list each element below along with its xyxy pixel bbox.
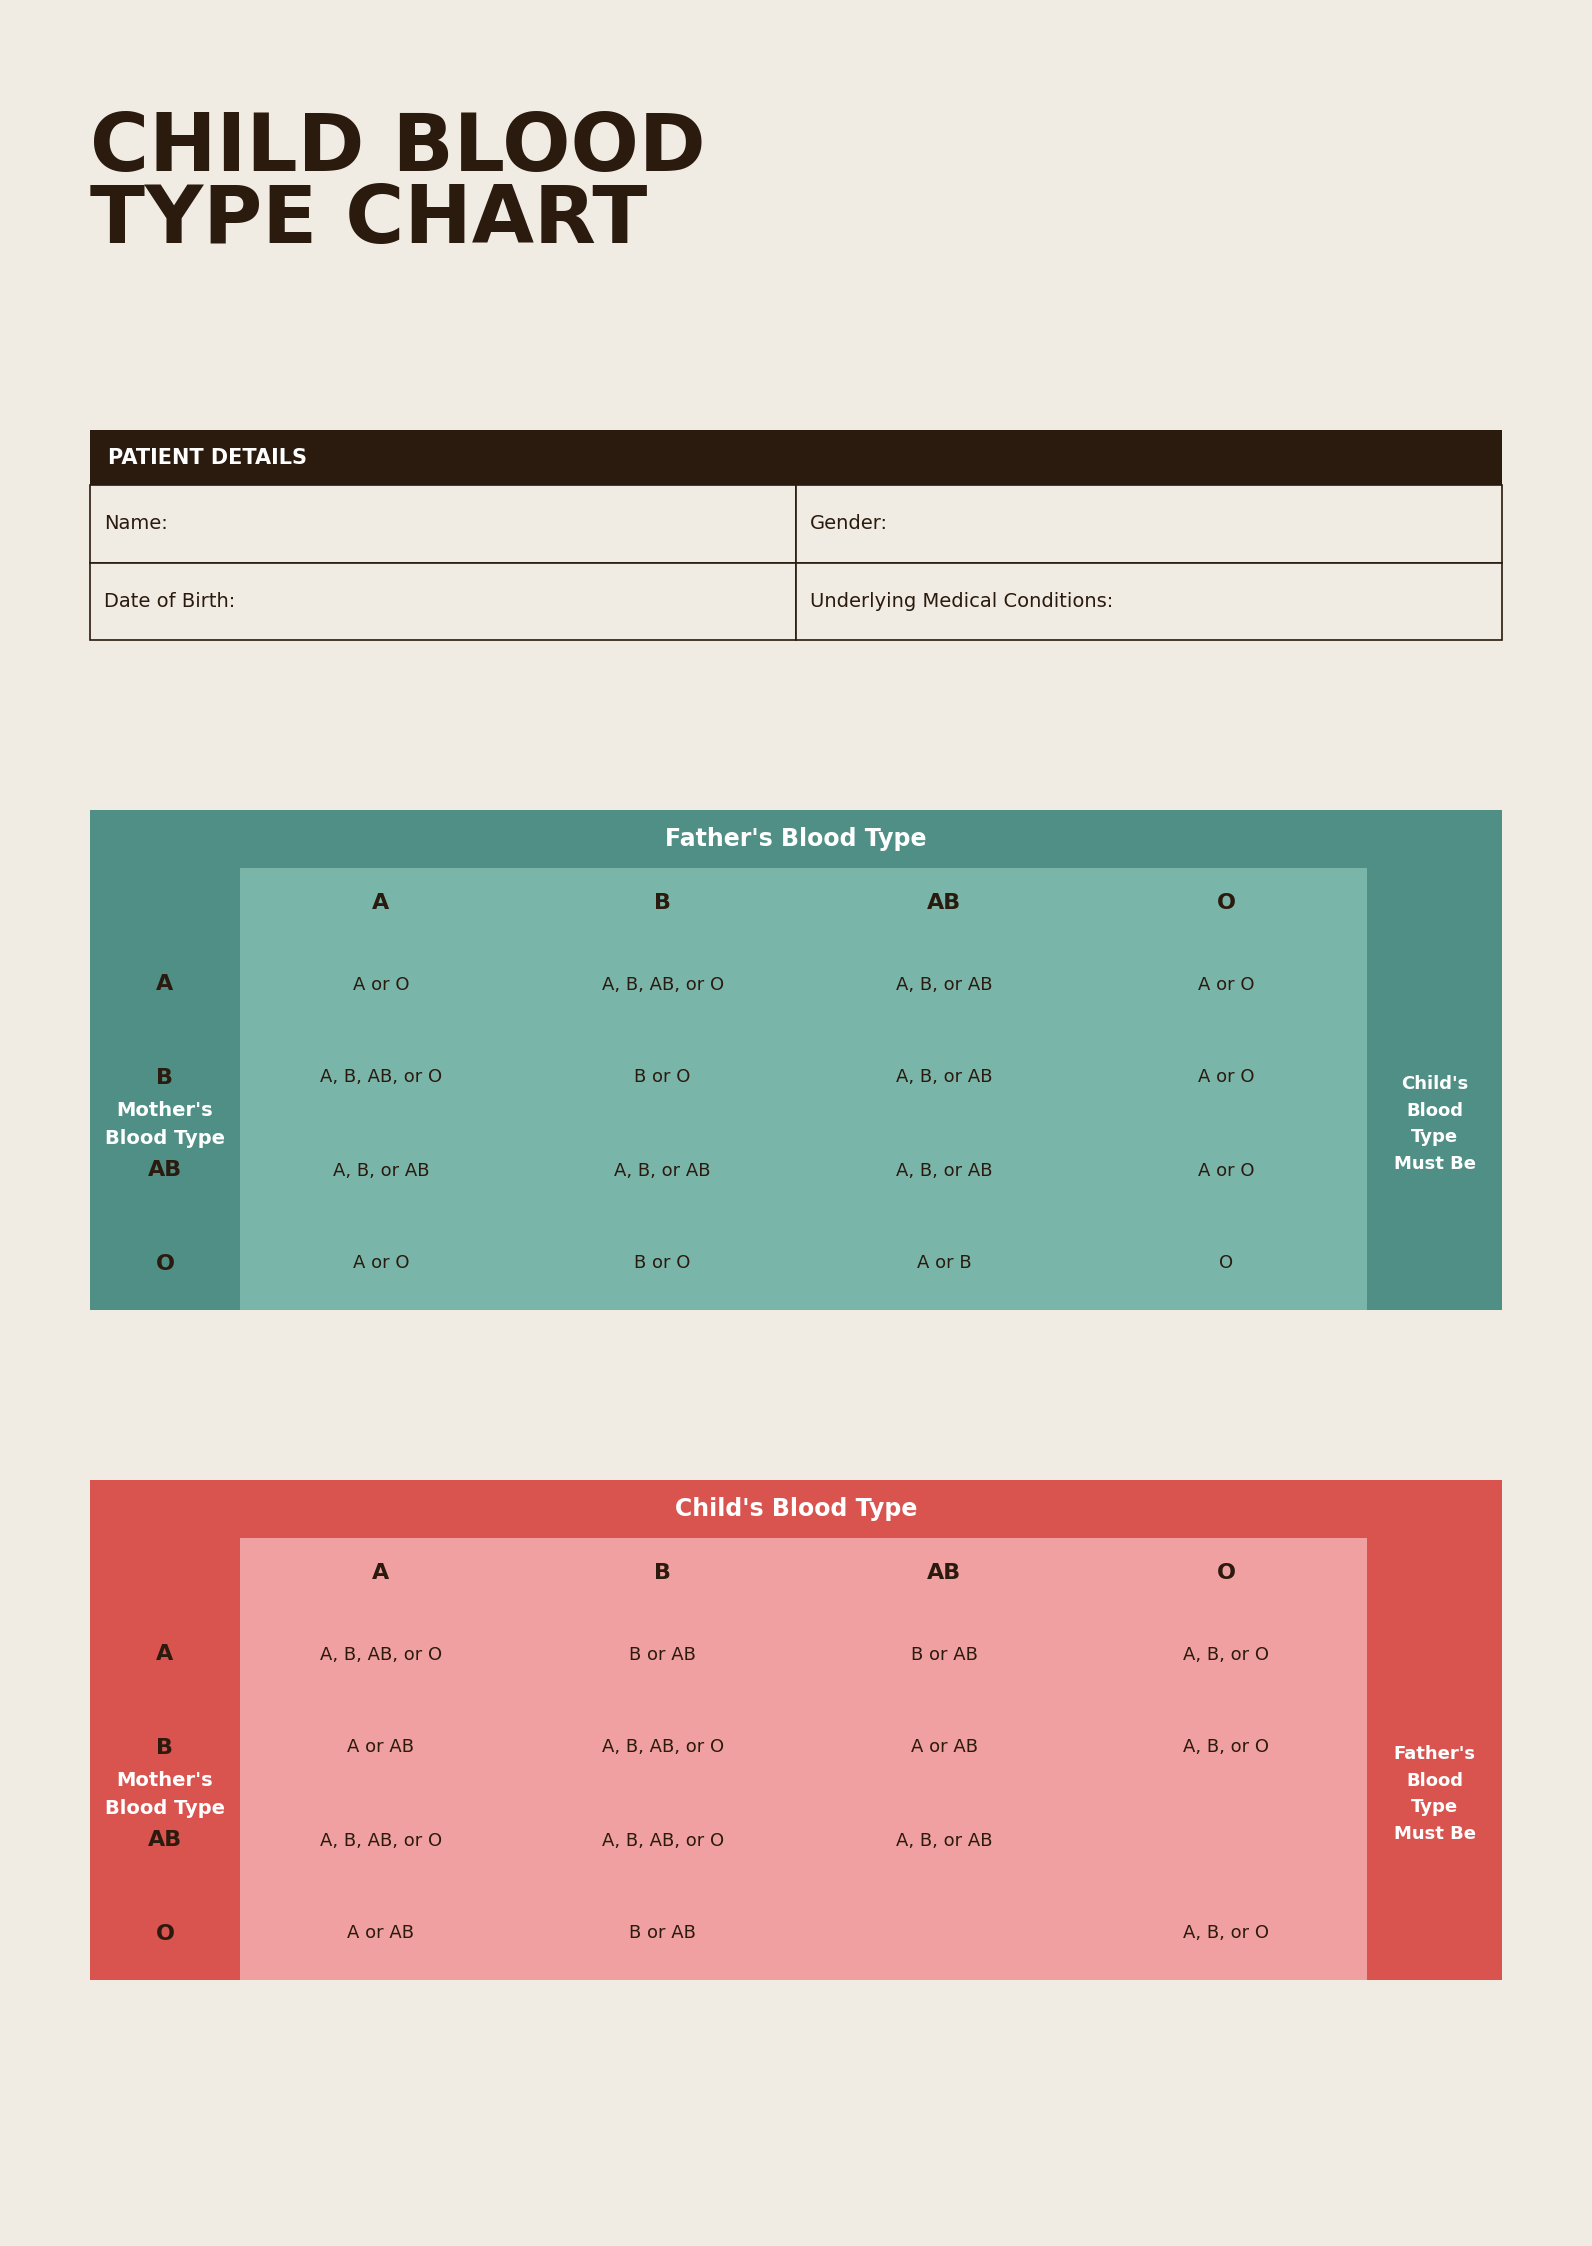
Bar	[91, 562, 796, 640]
Text: AB: AB	[927, 1563, 962, 1583]
Bar	[91, 1480, 1501, 1539]
Bar	[91, 939, 240, 1309]
Text: A or O: A or O	[1197, 1161, 1254, 1179]
Text: B or O: B or O	[635, 1256, 691, 1273]
Text: A, B, AB, or O: A, B, AB, or O	[602, 1830, 724, 1848]
Text: A, B, or AB: A, B, or AB	[896, 1069, 993, 1087]
Text: A, B, AB, or O: A, B, AB, or O	[320, 1830, 443, 1848]
Text: A or B: A or B	[917, 1256, 971, 1273]
Text: A or O: A or O	[352, 975, 409, 993]
Text: A or AB: A or AB	[347, 1738, 414, 1756]
Text: B: B	[654, 894, 672, 914]
Bar	[91, 429, 1501, 485]
Text: A, B, AB, or O: A, B, AB, or O	[320, 1646, 443, 1664]
Text: Gender:: Gender:	[810, 514, 888, 532]
Text: O: O	[1216, 894, 1235, 914]
Text: PATIENT DETAILS: PATIENT DETAILS	[108, 447, 307, 467]
Bar	[91, 485, 796, 562]
Text: AB: AB	[148, 1830, 181, 1851]
Text: Underlying Medical Conditions:: Underlying Medical Conditions:	[810, 591, 1113, 611]
Text: A, B, or AB: A, B, or AB	[896, 975, 993, 993]
Bar	[796, 485, 1501, 562]
Text: O: O	[156, 1253, 175, 1273]
Text: B or AB: B or AB	[629, 1646, 696, 1664]
Text: A, B, or O: A, B, or O	[1183, 1925, 1269, 1943]
Text: Child's
Blood
Type
Must Be: Child's Blood Type Must Be	[1393, 1076, 1476, 1172]
Bar	[796, 562, 1501, 640]
Bar	[240, 1539, 1368, 1981]
Text: Mother's
Blood Type: Mother's Blood Type	[105, 1101, 224, 1148]
Text: B: B	[156, 1067, 174, 1087]
Text: A: A	[156, 975, 174, 995]
Text: AB: AB	[927, 894, 962, 914]
Bar	[240, 867, 1368, 1309]
Text: A or AB: A or AB	[347, 1925, 414, 1943]
Bar	[91, 811, 1501, 867]
Text: CHILD BLOOD: CHILD BLOOD	[91, 110, 705, 189]
Text: Father's
Blood
Type
Must Be: Father's Blood Type Must Be	[1393, 1745, 1476, 1842]
Text: A, B, or AB: A, B, or AB	[896, 1161, 993, 1179]
Text: O: O	[1219, 1256, 1234, 1273]
Text: B or AB: B or AB	[629, 1925, 696, 1943]
Text: Date of Birth:: Date of Birth:	[103, 591, 236, 611]
Text: A or O: A or O	[1197, 975, 1254, 993]
Text: A, B, or O: A, B, or O	[1183, 1646, 1269, 1664]
Text: B: B	[654, 1563, 672, 1583]
Text: AB: AB	[148, 1161, 181, 1181]
Text: A: A	[373, 1563, 390, 1583]
Text: B or AB: B or AB	[911, 1646, 977, 1664]
Text: O: O	[1216, 1563, 1235, 1583]
Text: A or AB: A or AB	[911, 1738, 977, 1756]
Text: A: A	[156, 1644, 174, 1664]
Text: TYPE CHART: TYPE CHART	[91, 182, 648, 261]
Text: O: O	[156, 1923, 175, 1943]
Text: Mother's
Blood Type: Mother's Blood Type	[105, 1770, 224, 1817]
Text: A, B, AB, or O: A, B, AB, or O	[602, 1738, 724, 1756]
Bar	[1368, 939, 1501, 1309]
Text: A, B, or AB: A, B, or AB	[896, 1830, 993, 1848]
Text: A, B, or AB: A, B, or AB	[615, 1161, 712, 1179]
Bar	[91, 1608, 240, 1981]
Bar	[91, 1480, 1501, 1981]
Bar	[1368, 1608, 1501, 1981]
Text: A: A	[373, 894, 390, 914]
Text: A, B, AB, or O: A, B, AB, or O	[320, 1069, 443, 1087]
Text: A, B, AB, or O: A, B, AB, or O	[602, 975, 724, 993]
Text: Name:: Name:	[103, 514, 167, 532]
Text: B: B	[156, 1738, 174, 1759]
Text: Child's Blood Type: Child's Blood Type	[675, 1498, 917, 1521]
Text: A, B, or AB: A, B, or AB	[333, 1161, 430, 1179]
Bar	[91, 811, 1501, 1309]
Text: A or O: A or O	[1197, 1069, 1254, 1087]
Text: Father's Blood Type: Father's Blood Type	[665, 827, 927, 851]
Text: A or O: A or O	[352, 1256, 409, 1273]
Text: B or O: B or O	[635, 1069, 691, 1087]
Text: A, B, or O: A, B, or O	[1183, 1738, 1269, 1756]
